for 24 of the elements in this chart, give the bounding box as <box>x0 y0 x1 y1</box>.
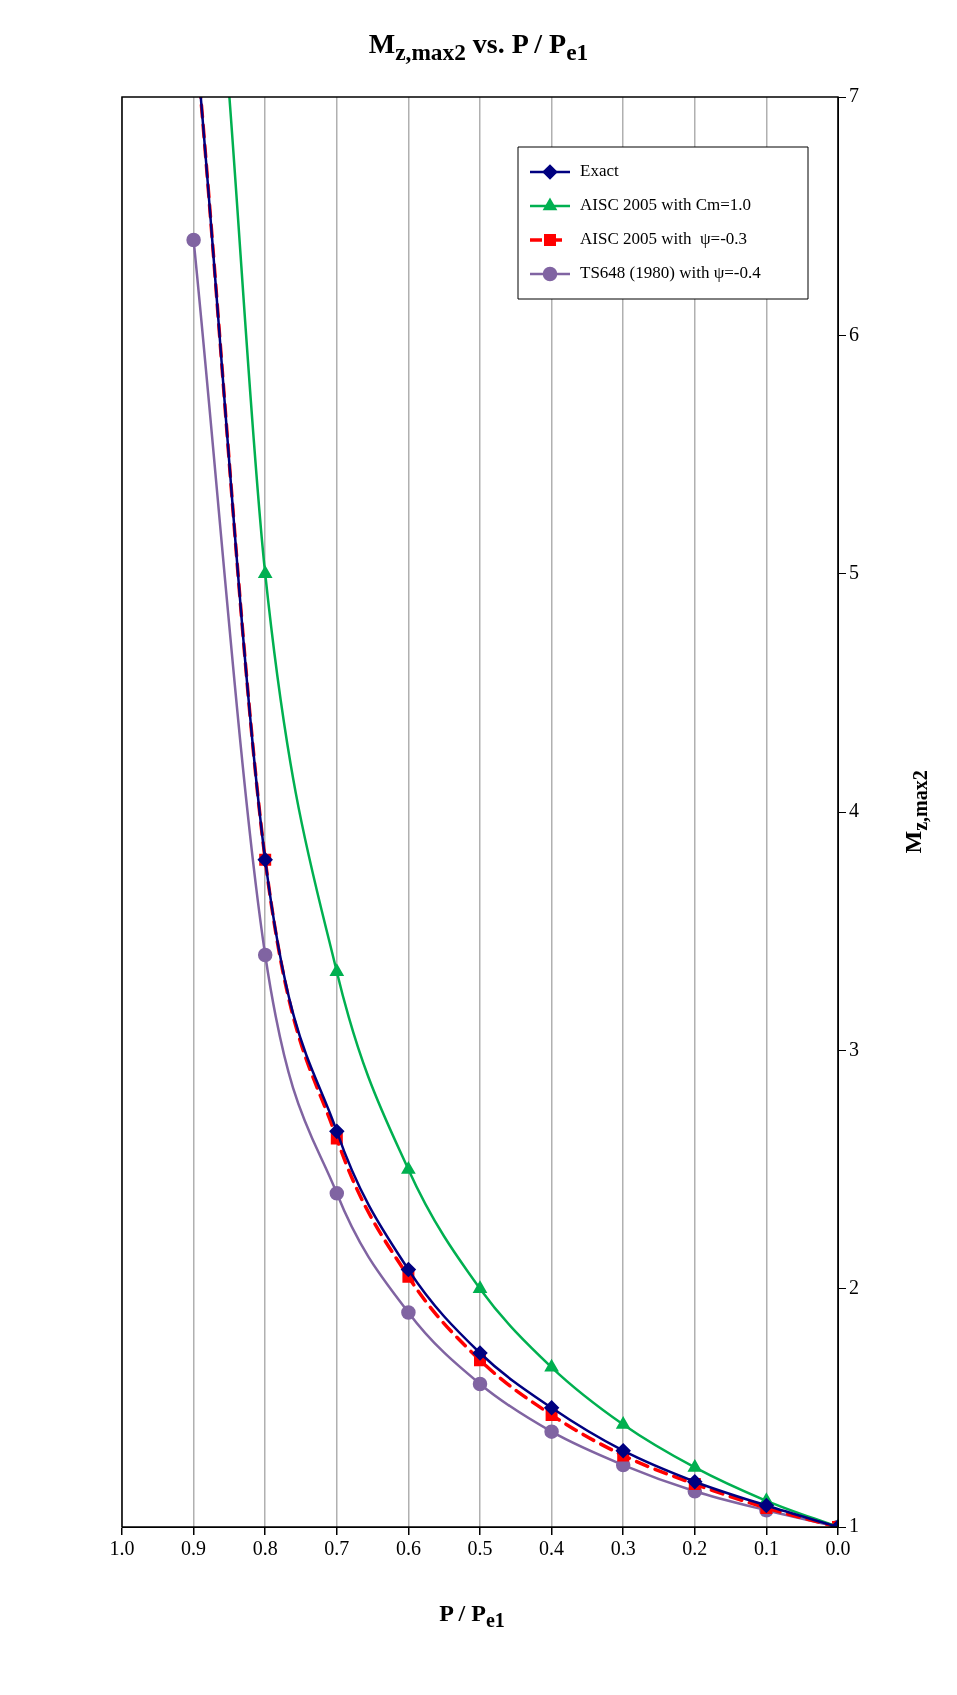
x-tick-label: 0.8 <box>252 1537 278 1560</box>
x-tick-label: 0.4 <box>539 1537 565 1560</box>
y-tick-label: 5 <box>849 560 859 583</box>
y-tick-label: 4 <box>849 799 859 822</box>
x-tick-label: 0.3 <box>610 1537 636 1560</box>
x-tick-label: 0.7 <box>324 1537 350 1560</box>
chart-title: M$_{z,max2}$ vs. P / P$_{e1}$ <box>367 28 590 66</box>
y-tick-label: 2 <box>849 1275 859 1298</box>
y-tick-label: 7 <box>849 84 859 107</box>
x-tick-label: 0.5 <box>467 1537 493 1560</box>
x-tick-label: 0.1 <box>753 1537 779 1560</box>
legend-label: Exact <box>580 161 619 181</box>
x-tick-label: 0.2 <box>682 1537 708 1560</box>
legend-label: AISC 2005 with Cm=1.0 <box>580 195 752 215</box>
x-tick-label: 0.6 <box>395 1537 421 1560</box>
y-tick-label: 3 <box>849 1037 859 1060</box>
legend-label: TS648 (1980) with ψ=-0.4 <box>580 263 762 283</box>
x-axis-title: P / P$_{e1}$ <box>438 1600 506 1632</box>
y-tick-label: 6 <box>849 322 859 345</box>
x-tick-label: 1.0 <box>109 1537 135 1560</box>
y-tick-label: 1 <box>849 1514 859 1537</box>
x-tick-label: 0.9 <box>181 1537 207 1560</box>
x-tick-label: 0.0 <box>825 1537 851 1560</box>
legend-label: AISC 2005 with ψ=-0.3 <box>580 229 748 249</box>
